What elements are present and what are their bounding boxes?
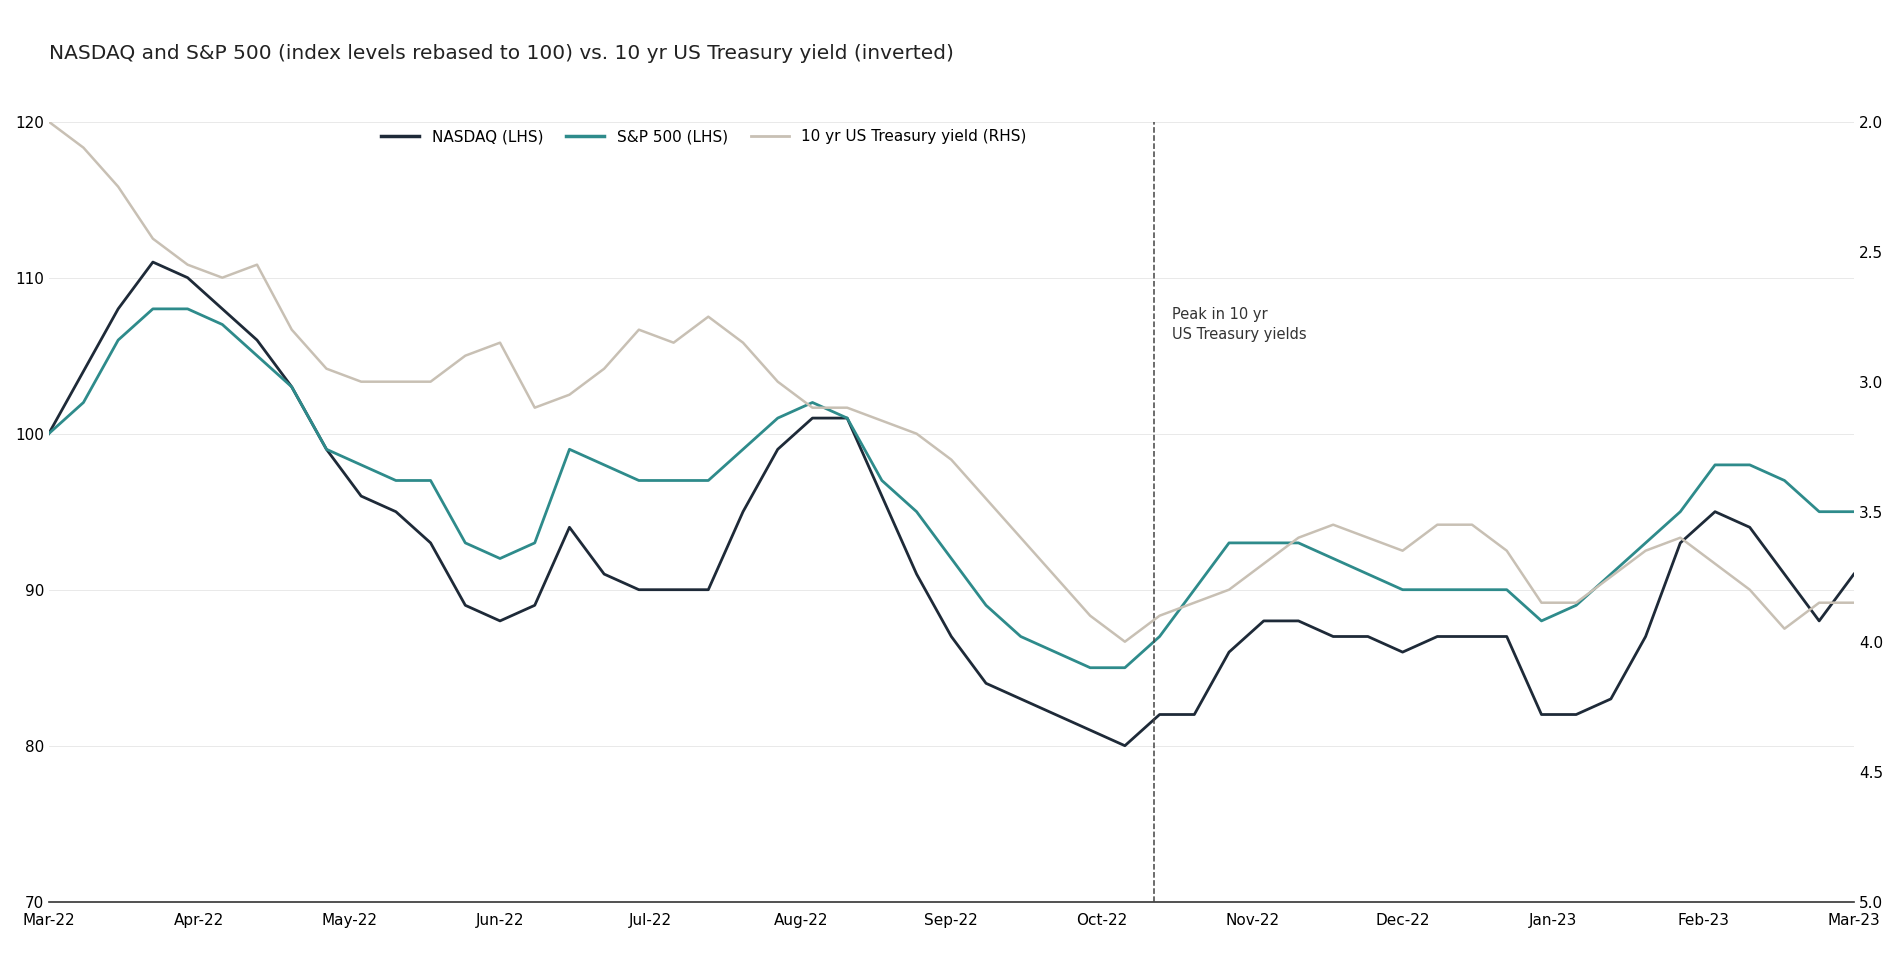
Legend: NASDAQ (LHS), S&P 500 (LHS), 10 yr US Treasury yield (RHS): NASDAQ (LHS), S&P 500 (LHS), 10 yr US Tr… (381, 129, 1027, 144)
Text: NASDAQ and S&P 500 (index levels rebased to 100) vs. 10 yr US Treasury yield (in: NASDAQ and S&P 500 (index levels rebased… (49, 44, 953, 63)
Text: Peak in 10 yr
US Treasury yields: Peak in 10 yr US Treasury yields (1173, 307, 1308, 342)
